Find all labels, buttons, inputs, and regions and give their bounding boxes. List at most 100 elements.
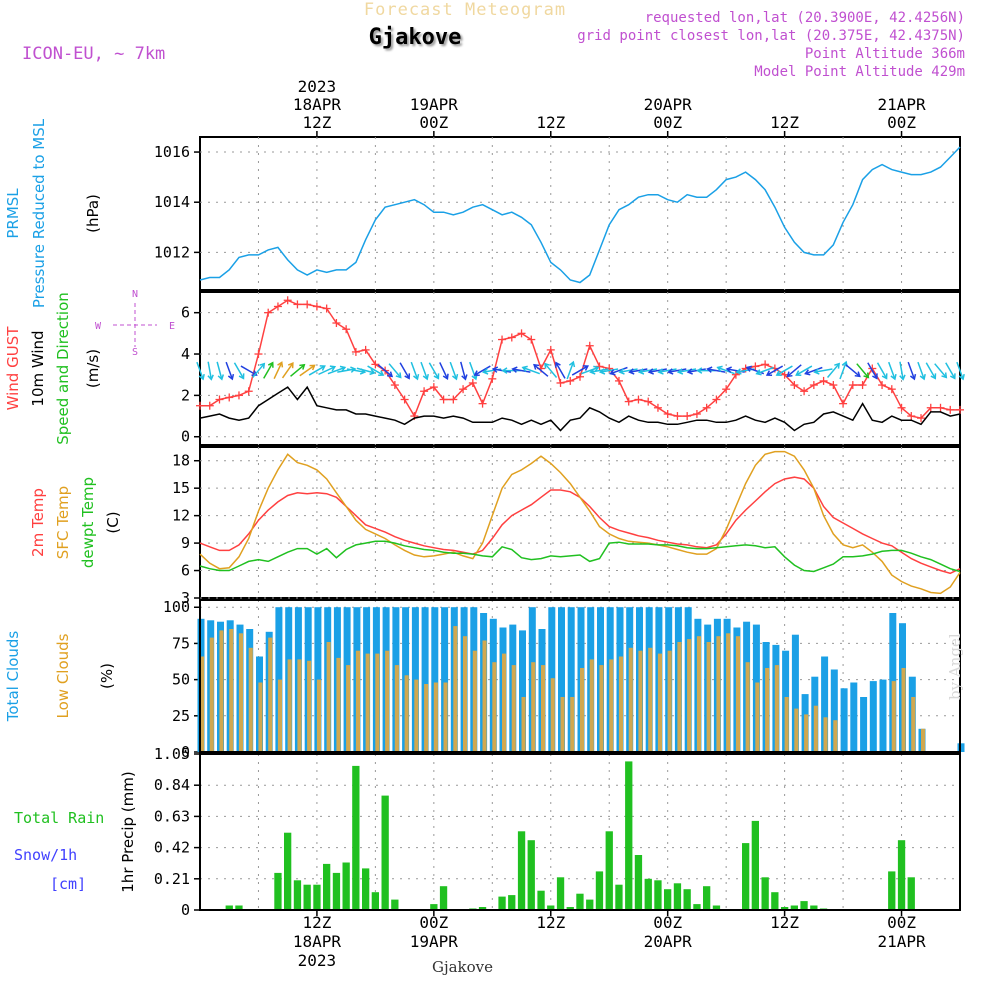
- bar-total-rain: [897, 840, 906, 910]
- bar-low-clouds: [258, 682, 263, 752]
- info-line-3: Point Altitude 366m: [804, 46, 965, 62]
- wind-arrow-head: [958, 373, 965, 381]
- panel-frame: [199, 136, 961, 291]
- wind-arrow: [786, 364, 802, 377]
- bar-low-clouds: [502, 653, 507, 752]
- bar-low-clouds: [424, 684, 429, 752]
- wind-arrow: [717, 366, 735, 375]
- wind-arrow-head: [568, 360, 576, 368]
- footer-location: Gjakove: [431, 958, 494, 976]
- bar-total-rain: [381, 795, 389, 910]
- bar-total-rain: [547, 905, 555, 910]
- info-line-1: requested lon,lat (20.3900E, 42.4256N): [644, 10, 965, 26]
- y-tick-label: 0: [181, 743, 190, 761]
- y-tick-label: 1014: [154, 193, 190, 211]
- time-label-top: 2023: [298, 77, 337, 96]
- wind-arrow: [805, 366, 823, 375]
- wind-arrow: [845, 364, 861, 377]
- bar-total-clouds: [567, 607, 575, 752]
- bar-total-rain: [664, 889, 672, 910]
- bar-low-clouds: [667, 650, 672, 752]
- wind-arrow: [308, 365, 326, 376]
- location-title: Gjakove: [368, 25, 462, 50]
- wind-arrow-head: [765, 370, 773, 377]
- y-tick-label: 2: [181, 386, 190, 404]
- time-label-bottom: 19APR: [410, 932, 459, 951]
- bar-total-rain: [527, 840, 535, 910]
- wind-arrow: [460, 361, 467, 380]
- y-tick-label: 1012: [154, 243, 190, 261]
- wind-arrow-head: [657, 368, 664, 375]
- wind-arrow: [856, 363, 869, 378]
- bar-total-rain: [615, 884, 623, 910]
- bar-low-clouds: [346, 665, 351, 752]
- bar-low-clouds: [326, 642, 331, 752]
- panel-label: Total Rain: [14, 809, 104, 827]
- bar-low-clouds: [375, 653, 380, 752]
- bar-total-clouds: [860, 697, 868, 752]
- bar-low-clouds: [521, 697, 526, 752]
- wind-arrow-head: [501, 367, 508, 374]
- bar-total-rain: [303, 884, 311, 910]
- wind-arrow: [420, 361, 428, 380]
- bar-total-rain: [352, 765, 360, 910]
- panel-label: Wind GUST: [4, 326, 22, 411]
- wind-arrow-head: [521, 365, 528, 372]
- bar-low-clouds: [833, 720, 838, 752]
- wind-arrow-head: [854, 371, 861, 378]
- wind-arrow-head: [198, 373, 205, 381]
- bar-total-rain: [576, 893, 584, 910]
- bar-low-clouds: [726, 633, 731, 752]
- time-label-bottom: 20APR: [644, 932, 693, 951]
- wind-arrow-head: [745, 365, 752, 372]
- panel-label: (C): [104, 511, 122, 533]
- bar-low-clouds: [297, 659, 302, 752]
- wind-arrow-head: [628, 368, 635, 375]
- bar-total-rain: [284, 832, 292, 910]
- wind-arrow-head: [593, 365, 600, 372]
- y-tick-label: 100: [163, 598, 190, 616]
- y-tick-label: 15: [172, 479, 190, 497]
- wind-arrow: [867, 362, 878, 379]
- y-tick-label: 0.63: [154, 807, 190, 825]
- wind-arrow: [399, 362, 410, 379]
- bar-low-clouds: [541, 665, 546, 752]
- wind-arrow: [756, 366, 774, 375]
- wind-arrow-head: [795, 370, 802, 377]
- bar-low-clouds: [745, 662, 750, 752]
- info-line-2: grid point closest lon,lat (20.375E, 42.…: [577, 28, 965, 44]
- wind-arrow: [814, 368, 833, 373]
- bar-low-clouds: [911, 697, 916, 752]
- wind-arrow-head: [395, 372, 402, 379]
- wind-arrow: [439, 362, 449, 380]
- bar-low-clouds: [716, 636, 721, 752]
- wind-arrow-head: [813, 368, 820, 375]
- wind-arrow-head: [725, 366, 732, 373]
- series-line-2m-temp: [199, 476, 961, 575]
- bar-total-rain: [274, 872, 282, 910]
- y-tick-label: 0: [181, 428, 190, 446]
- bar-total-rain: [371, 892, 379, 910]
- panel-clouds: 0 25 50 75 100 Total Clouds Low Clouds (%): [4, 598, 965, 761]
- bar-low-clouds: [443, 682, 448, 752]
- bar-low-clouds: [823, 717, 828, 752]
- panel-label: Snow/1h: [14, 846, 77, 864]
- wind-arrow-head: [890, 373, 897, 381]
- bar-low-clouds: [677, 642, 682, 752]
- wind-arrow: [428, 362, 439, 379]
- bar-low-clouds: [784, 697, 789, 752]
- bar-total-clouds: [441, 607, 449, 752]
- wind-arrow: [555, 362, 566, 379]
- bar-total-rain: [225, 905, 233, 910]
- model-label: ICON-EU, ~ 7km: [22, 44, 166, 64]
- wind-arrow-head: [804, 369, 811, 376]
- wind-arrow-head: [872, 373, 878, 380]
- wind-arrow-head: [207, 374, 214, 381]
- bar-low-clouds: [618, 656, 623, 752]
- bar-total-rain: [742, 843, 750, 910]
- bar-low-clouds: [229, 629, 234, 752]
- wind-arrow: [522, 366, 540, 375]
- time-label-top: 12Z: [302, 113, 331, 132]
- wind-arrow: [207, 361, 213, 380]
- panel-label: Total Clouds: [4, 631, 22, 723]
